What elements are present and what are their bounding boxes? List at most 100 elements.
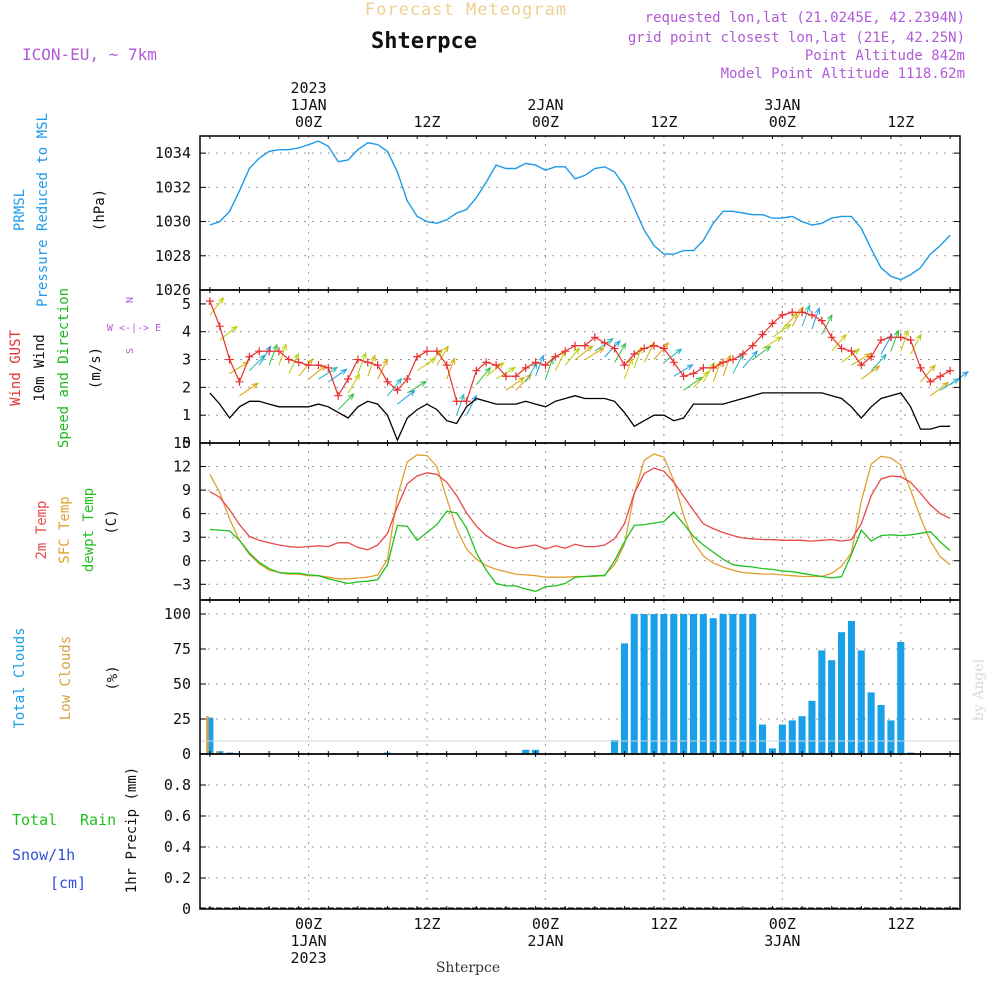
gust-marker xyxy=(620,361,629,370)
bottom-time-label: 3JAN xyxy=(764,932,800,950)
wind-direction-arrowhead xyxy=(814,307,821,315)
gust-marker xyxy=(501,372,510,381)
y-tick-label: 0 xyxy=(182,900,191,918)
wind-direction-arrowhead xyxy=(942,381,950,389)
wind-direction-arrowhead xyxy=(497,362,505,369)
grid-layer xyxy=(200,136,960,909)
data-layer xyxy=(200,140,970,909)
wind-10m-label: 10m Wind xyxy=(32,334,48,401)
wind-direction-arrow xyxy=(870,354,887,372)
gust-marker xyxy=(659,344,668,353)
wind-direction-arrow xyxy=(337,393,355,411)
wind-direction-arrowhead xyxy=(840,333,847,341)
wind-direction-arrowhead xyxy=(614,340,621,347)
pressure-msl-label: Pressure Reduced to MSL xyxy=(35,113,51,307)
sfctemp-label: SFC Temp xyxy=(57,496,73,563)
gust-marker xyxy=(294,358,303,367)
wind-10m-line xyxy=(209,392,951,442)
wind-direction-arrow xyxy=(574,345,593,361)
wind-direction-arrowhead xyxy=(606,337,614,345)
wind-direction-arrowhead xyxy=(281,343,287,351)
wind-direction-arrowhead xyxy=(340,368,348,375)
wind-gust-label: Wind GUST xyxy=(8,330,24,406)
gust-marker xyxy=(669,358,678,367)
gust-marker xyxy=(837,344,846,353)
panel-frame xyxy=(199,289,961,444)
gust-marker xyxy=(916,363,925,372)
total-clouds-label: Total Clouds xyxy=(12,627,28,728)
wind-direction-arrowhead xyxy=(675,348,683,355)
wind-direction-arrow xyxy=(535,355,544,377)
total-cloud-bar xyxy=(798,716,806,754)
wind-direction-arrowhead xyxy=(873,365,881,372)
top-time-label: 12Z xyxy=(887,113,914,131)
total-cloud-bar xyxy=(709,618,717,754)
wind-direction-arrow xyxy=(732,353,744,374)
gust-marker xyxy=(877,336,886,345)
wind-direction-arrowhead xyxy=(637,346,643,354)
gust-marker xyxy=(462,397,471,406)
temp-ylabels: 2m Temp SFC Temp dewpt Temp (C) xyxy=(34,488,120,572)
ms-label: (m/s) xyxy=(88,347,104,389)
wind-direction-arrow xyxy=(328,369,347,383)
wind-direction-arrow xyxy=(308,365,327,380)
gust-marker xyxy=(432,347,441,356)
gust-marker xyxy=(580,341,589,350)
gust-marker xyxy=(867,352,876,361)
y-tick-label: 1030 xyxy=(155,213,191,231)
wind-direction-arrow xyxy=(920,364,936,383)
wind-direction-arrowhead xyxy=(354,373,361,381)
gust-marker xyxy=(215,322,224,331)
y-tick-label: 0 xyxy=(182,434,191,452)
top-time-label: 12Z xyxy=(413,113,440,131)
total-cloud-bar xyxy=(739,614,747,754)
wind-direction-arrowhead xyxy=(573,347,581,355)
y-tick-label: −3 xyxy=(173,575,191,593)
total-cloud-bar xyxy=(828,660,836,754)
gust-marker xyxy=(265,347,274,356)
gust-marker xyxy=(600,338,609,347)
total-cloud-bar xyxy=(808,700,816,754)
wind-direction-arrow xyxy=(752,345,771,361)
total-cloud-bar xyxy=(867,692,875,754)
gust-marker xyxy=(255,347,264,356)
wind-direction-arrow xyxy=(229,361,249,374)
total-cloud-bar xyxy=(690,614,698,754)
total-cloud-bar xyxy=(620,643,628,754)
y-tick-label: 5 xyxy=(182,295,191,313)
wind-direction-arrow xyxy=(248,354,266,372)
gust-marker xyxy=(640,344,649,353)
total-cloud-bar xyxy=(522,749,530,754)
model-altitude: Model Point Altitude 1118.62m xyxy=(721,66,965,82)
wind-direction-arrowhead xyxy=(915,333,922,341)
total-cloud-bar xyxy=(887,720,895,754)
wind-direction-arrow xyxy=(693,371,710,388)
gust-marker xyxy=(788,308,797,317)
bottom-time-label: 00Z xyxy=(769,915,796,933)
wind-direction-arrow xyxy=(397,390,416,405)
bottom-time-label: 00Z xyxy=(532,915,559,933)
top-time-label: 00Z xyxy=(295,113,322,131)
wind-direction-arrow xyxy=(209,297,224,316)
wind-direction-arrow xyxy=(910,334,922,355)
y-tick-label: 50 xyxy=(173,675,191,693)
gust-marker xyxy=(857,361,866,370)
wind-direction-arrow xyxy=(683,377,702,391)
wind-direction-arrow xyxy=(318,367,338,380)
total-cloud-bar xyxy=(206,717,214,754)
gust-marker xyxy=(709,363,718,372)
forecast-meteogram-title: Forecast Meteogram xyxy=(365,0,567,20)
wind-direction-arrowhead xyxy=(784,323,792,331)
percent-label: (%) xyxy=(105,665,121,690)
gust-marker xyxy=(571,341,580,350)
bottom-time-label: 00Z xyxy=(295,915,322,933)
wind-direction-arrow xyxy=(268,344,278,366)
gust-marker xyxy=(679,372,688,381)
total-cloud-bar xyxy=(857,650,865,754)
gust-marker xyxy=(738,349,747,358)
wind-direction-arrow xyxy=(298,358,313,377)
bottom-time-label: 12Z xyxy=(413,915,440,933)
wind-direction-arrow xyxy=(762,336,782,349)
wind-direction-arrow xyxy=(673,364,693,377)
gust-marker xyxy=(482,358,491,367)
